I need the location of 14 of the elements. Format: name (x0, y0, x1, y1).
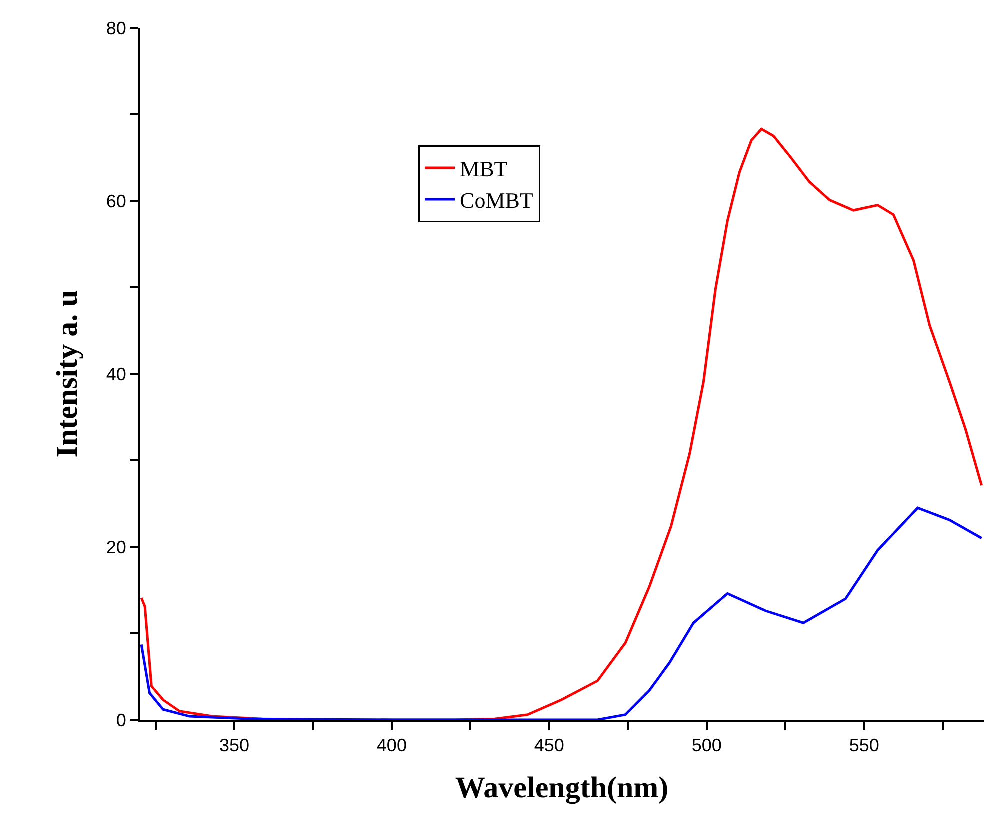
y-tick-label: 60 (106, 191, 126, 212)
x-axis-title: Wavelength(nm) (455, 772, 669, 805)
x-tick-label: 550 (849, 736, 880, 756)
x-tick-label: 350 (219, 736, 250, 756)
y-tick-label: 80 (106, 18, 126, 38)
legend-label: MBT (460, 156, 508, 182)
x-tick-label: 400 (376, 736, 407, 756)
x-tick-label: 450 (534, 736, 564, 756)
y-axis-title: Intensity a. u (50, 290, 84, 458)
y-tick-label: 40 (106, 364, 126, 384)
y-tick-label: 20 (106, 537, 126, 558)
x-tick-label: 500 (692, 736, 722, 756)
y-tick-label: 0 (116, 710, 126, 730)
legend-label: CoMBT (460, 188, 534, 214)
